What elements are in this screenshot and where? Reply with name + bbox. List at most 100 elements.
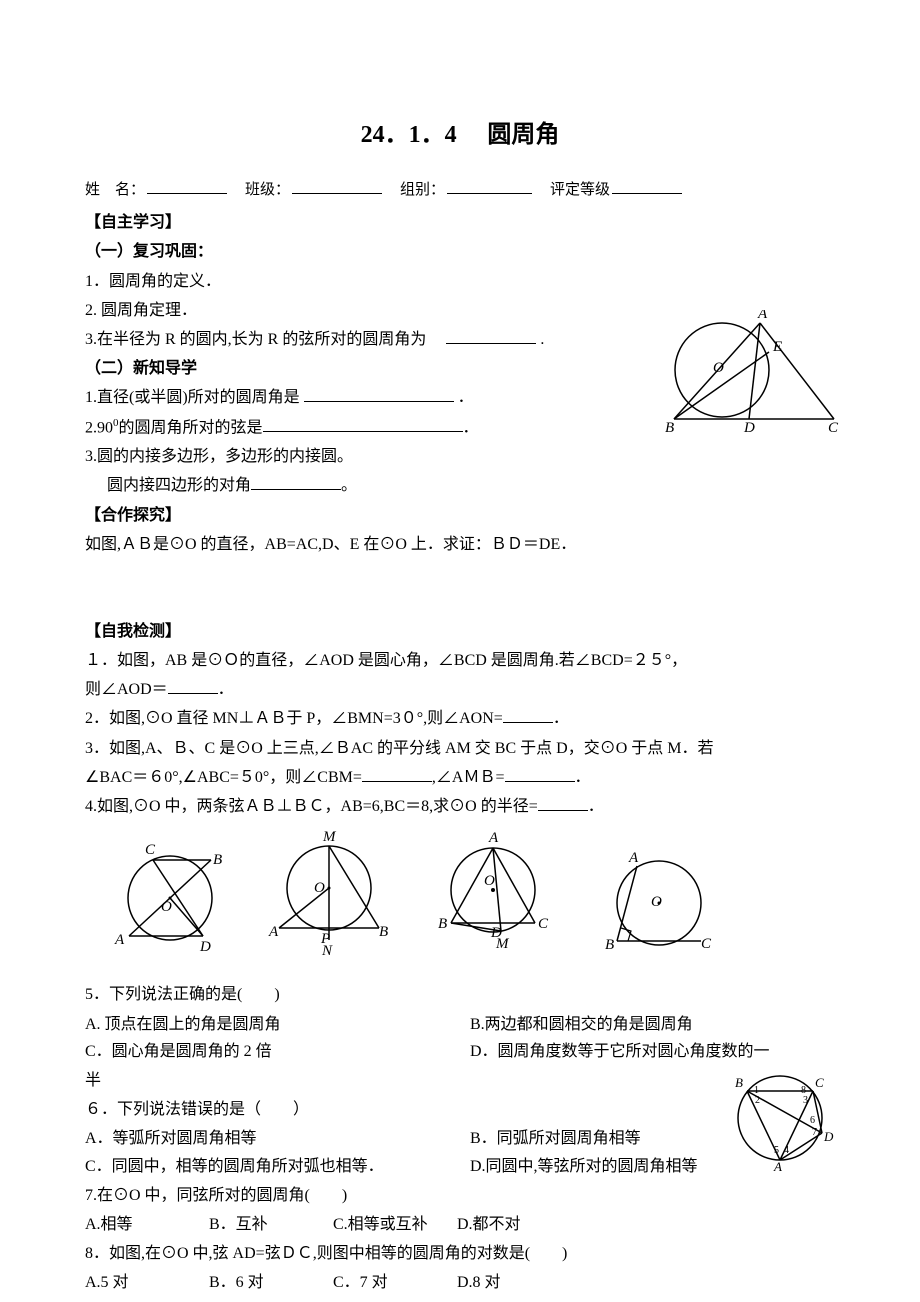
q4-post: ． bbox=[588, 798, 604, 815]
review-item-1: 1．圆周角的定义． bbox=[85, 268, 835, 295]
q2: 2．如图,⊙O 直径 MN⊥ＡＢ于 P，∠BMN=3０°,则∠AON= ． bbox=[85, 705, 835, 732]
student-fields: 姓 名： 班级： 组别： 评定等级 bbox=[85, 176, 835, 204]
grade-label: 评定等级 bbox=[550, 178, 610, 204]
newlearn-1-post: ． bbox=[458, 389, 474, 406]
name-blank[interactable] bbox=[147, 176, 227, 194]
section-collab: 【合作探究】 bbox=[85, 502, 835, 529]
svg-text:3: 3 bbox=[803, 1095, 808, 1106]
svg-text:O: O bbox=[161, 899, 172, 915]
title-text: 圆周角 bbox=[487, 121, 559, 148]
q8-d: D.8 对 bbox=[457, 1269, 577, 1296]
class-label: 班级： bbox=[245, 178, 290, 204]
svg-text:A: A bbox=[114, 932, 125, 948]
q7-choices: A.相等 B．互补 C.相等或互补 D.都不对 bbox=[85, 1211, 835, 1238]
newlearn-1-pre: 1.直径(或半圆)所对的圆周角是 bbox=[85, 389, 300, 406]
svg-text:B: B bbox=[735, 1075, 743, 1090]
label-B: B bbox=[665, 420, 674, 436]
label-C: C bbox=[828, 420, 839, 436]
q7-c: C.相等或互补 bbox=[333, 1211, 453, 1238]
svg-text:B: B bbox=[379, 924, 388, 940]
q5-stem: 5．下列说法正确的是( ) bbox=[85, 981, 835, 1008]
figure-q8: B C D A 1 2 8 3 5 4 6 7 bbox=[725, 1063, 835, 1182]
review-3-post: . bbox=[540, 331, 544, 348]
blank-q2[interactable] bbox=[503, 707, 553, 723]
section-selftest: 【自我检测】 bbox=[85, 618, 835, 645]
q8-a: A.5 对 bbox=[85, 1269, 205, 1296]
collab-question: 如图,ＡＢ是⊙O 的直径，AB=AC,D、E 在⊙O 上．求证：ＢＤ＝DE． bbox=[85, 531, 835, 558]
q3-line1: 3．如图,A、Ｂ、C 是⊙O 上三点,∠ＢAC 的平分线 AM 交 BC 于点 … bbox=[85, 735, 835, 762]
figure-q4: A O B C bbox=[587, 848, 732, 967]
q7-stem: 7.在⊙O 中，同弦所对的圆周角( ) bbox=[85, 1182, 835, 1209]
q6-a: A．等弧所对圆周角相等 bbox=[85, 1125, 450, 1152]
blank-q4[interactable] bbox=[538, 795, 588, 811]
q8-c: C．7 对 bbox=[333, 1269, 453, 1296]
svg-text:D: D bbox=[823, 1129, 834, 1144]
blank-q3-1[interactable] bbox=[362, 766, 432, 782]
class-blank[interactable] bbox=[292, 176, 382, 194]
q8-choices: A.5 对 B．6 对 C．7 对 D.8 对 bbox=[85, 1269, 835, 1296]
svg-text:A: A bbox=[488, 830, 499, 846]
q5-d: D．圆周角度数等于它所对圆心角度数的一 bbox=[470, 1038, 835, 1065]
svg-text:D: D bbox=[199, 939, 211, 955]
q1-line2: 则∠AOD＝ ． bbox=[85, 676, 835, 703]
section-self-study: 【自主学习】 bbox=[85, 209, 835, 236]
name-label: 姓 名： bbox=[85, 178, 145, 204]
svg-text:O: O bbox=[484, 873, 495, 889]
page-title: 24．1．4 圆周角 bbox=[85, 115, 835, 156]
q3b-pre: ∠BAC＝６0°,∠ABC=５0°，则∠CBM= bbox=[85, 769, 362, 786]
title-number: 24．1．4 bbox=[361, 122, 457, 148]
q3-line2: ∠BAC＝６0°,∠ABC=５0°，则∠CBM=,∠AＭＢ=． bbox=[85, 764, 835, 791]
svg-text:B: B bbox=[213, 852, 222, 868]
figure-q1: C B O A D bbox=[105, 838, 235, 967]
blank-newlearn-1[interactable] bbox=[304, 386, 454, 402]
figure-collab: A E O B D C bbox=[665, 310, 840, 449]
svg-text:C: C bbox=[701, 936, 712, 952]
svg-text:N: N bbox=[321, 943, 333, 958]
newlearn-2-post: ． bbox=[463, 419, 479, 436]
q8-b: B．6 对 bbox=[209, 1269, 329, 1296]
q2-pre: 2．如图,⊙O 直径 MN⊥ＡＢ于 P，∠BMN=3０°,则∠AON= bbox=[85, 710, 503, 727]
svg-text:M: M bbox=[495, 936, 510, 952]
blank-newlearn-4[interactable] bbox=[251, 474, 341, 490]
svg-text:6: 6 bbox=[810, 1115, 815, 1126]
svg-text:2: 2 bbox=[755, 1095, 760, 1106]
figures-row: C B O A D M O A P B N bbox=[105, 828, 835, 967]
svg-text:A: A bbox=[268, 924, 279, 940]
group-label: 组别： bbox=[400, 178, 445, 204]
q1b-pre: 则∠AOD＝ bbox=[85, 681, 168, 698]
blank-newlearn-2[interactable] bbox=[263, 416, 463, 432]
q5-c: C．圆心角是圆周角的 2 倍 bbox=[85, 1038, 450, 1065]
q5-b: B.两边都和圆相交的角是圆周角 bbox=[470, 1011, 835, 1038]
newlearn-4-pre: 圆内接四边形的对角 bbox=[107, 477, 251, 494]
q3b-post: ． bbox=[575, 769, 591, 786]
svg-text:O: O bbox=[651, 894, 662, 910]
group-blank[interactable] bbox=[447, 176, 532, 194]
label-A: A bbox=[757, 310, 768, 322]
blank-q3-2[interactable] bbox=[505, 766, 575, 782]
blank-review-3[interactable] bbox=[446, 328, 536, 344]
figure-q2: M O A P B N bbox=[259, 828, 399, 967]
blank-q1[interactable] bbox=[168, 678, 218, 694]
label-D: D bbox=[743, 420, 755, 436]
q1-line1: １．如图，AB 是⊙Ｏ的直径，∠AOD 是圆心角，∠BCD 是圆周角.若∠BCD… bbox=[85, 647, 835, 674]
q7-a: A.相等 bbox=[85, 1211, 205, 1238]
svg-text:7: 7 bbox=[812, 1127, 817, 1138]
q5-choices: A. 顶点在圆上的角是圆周角 B.两边都和圆相交的角是圆周角 C．圆心角是圆周角… bbox=[85, 1011, 835, 1065]
q6-c: C．同圆中，相等的圆周角所对弧也相等． bbox=[85, 1153, 450, 1180]
q7-b: B．互补 bbox=[209, 1211, 329, 1238]
q1b-post: ． bbox=[218, 681, 234, 698]
svg-text:C: C bbox=[538, 916, 549, 932]
q7-d: D.都不对 bbox=[457, 1211, 577, 1238]
newlearn-2-pre: 2.90 bbox=[85, 419, 113, 436]
q6-stem: ６．下列说法错误的是（ ） bbox=[85, 1096, 835, 1123]
svg-text:B: B bbox=[605, 937, 614, 953]
svg-text:O: O bbox=[314, 880, 325, 896]
subsection-review: （一）复习巩固： bbox=[85, 238, 835, 265]
grade-blank[interactable] bbox=[612, 176, 682, 194]
q6-choices: A．等弧所对圆周角相等 B．同弧所对圆周角相等 C．同圆中，相等的圆周角所对弧也… bbox=[85, 1125, 835, 1179]
q4-pre: 4.如图,⊙O 中，两条弦ＡＢ⊥ＢＣ，AB=6,BC＝8,求⊙O 的半径= bbox=[85, 798, 538, 815]
review-3-pre: 3.在半径为 R 的圆内,长为 R 的弦所对的圆周角为 bbox=[85, 331, 426, 348]
svg-text:C: C bbox=[815, 1075, 824, 1090]
q2-post: ． bbox=[553, 710, 569, 727]
svg-text:C: C bbox=[145, 842, 156, 858]
